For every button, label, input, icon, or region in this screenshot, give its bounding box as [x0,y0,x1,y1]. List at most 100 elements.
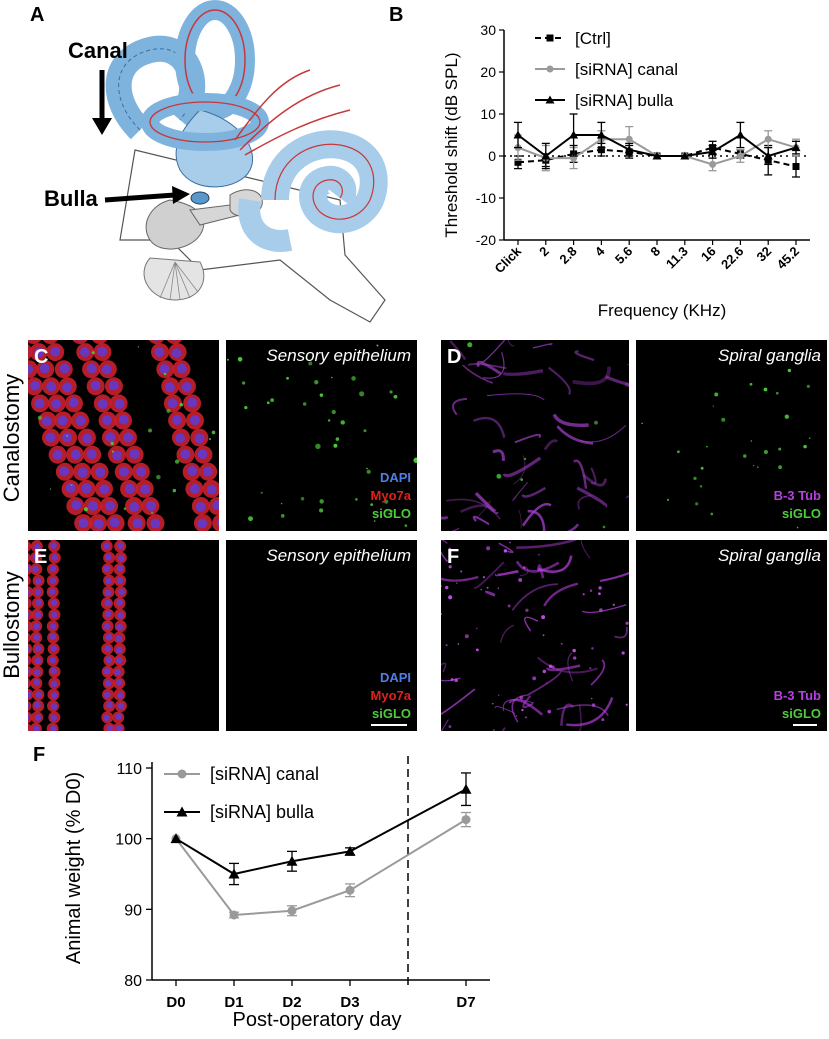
nerve-fiber [452,397,468,416]
cell-nucleus [33,678,41,686]
fluorescent-puncta [486,546,491,551]
nerve-fiber [576,486,608,508]
cell-nucleus [181,382,192,392]
chart-b-point [792,163,800,170]
cell-nucleus [71,500,82,510]
cell-nucleus [104,589,112,597]
cell-nucleus [49,565,57,573]
nerve-fiber [527,509,546,531]
fluorescent-puncta [280,502,283,505]
panel-a-label: A [30,4,45,26]
chart-f-xlabel: Post-operatory day [233,1009,402,1031]
cell-nucleus [95,467,106,478]
nerve-fiber [590,659,606,686]
cell-nucleus [50,714,57,722]
chart-b-ytick-label: 0 [488,148,496,164]
nerve-fiber [573,459,588,489]
fluorescent-puncta [778,465,783,470]
chart-f-legend-marker [177,769,187,779]
hair-cell [28,632,31,643]
fluorescent-puncta [532,676,537,681]
hair-cell [28,678,31,689]
fluorescent-puncta [340,420,345,425]
cell-nucleus [50,599,58,607]
fluorescent-puncta [602,525,606,529]
cell-nucleus [106,701,113,709]
cell-nucleus [140,484,151,495]
stain-b3tub: B-3 Tub [773,488,821,503]
chart-b-xtick-label: 22.6 [718,244,747,273]
fluorescent-puncta [763,449,768,455]
chart-f-xtick-label: D0 [166,994,185,1011]
cell-nucleus [28,682,29,687]
fluorescent-puncta [749,382,753,386]
chart-b-point [625,135,633,143]
chart-b-legend-label: [siRNA] canal [575,60,678,79]
cell-nucleus [35,599,43,606]
nerve-fiber [492,449,505,462]
chart-f-point [344,845,356,856]
nerve-fiber [578,705,582,731]
fluorescent-puncta [319,499,324,504]
cell-nucleus [105,553,112,561]
chart-b-xtick-label: 2 [536,244,552,260]
cell-nucleus [116,565,124,572]
cell-nucleus [35,577,42,585]
cell-nucleus [81,483,92,494]
chart-f-point [461,815,471,825]
fluorescent-puncta [601,718,605,722]
hair-cell [212,514,219,531]
chart-f-point [287,906,297,916]
fluorescent-puncta [560,642,563,645]
cell-nucleus [50,346,61,357]
fluorescent-puncta [315,443,321,450]
cell-nucleus [34,645,42,652]
nerve-fiber [475,500,491,520]
hair-cell [28,586,34,598]
chart-b-xtick-label: 2.8 [556,244,579,267]
fluorescent-puncta [589,667,592,670]
fluorescent-puncta [666,498,670,501]
chart-f-ytick-label: 90 [124,902,142,919]
fluorescent-puncta [806,384,810,388]
cell-nucleus [50,611,58,619]
cell-nucleus [28,588,31,596]
fluorescent-puncta [359,391,365,397]
cell-nucleus [28,600,29,605]
nerve-fiber [556,425,594,445]
nerve-fiber [507,340,515,347]
stain-b3tub-f: B-3 Tub [773,688,821,703]
chart-b-point [709,160,717,168]
nerve-fiber [556,704,609,717]
hair-cell [28,608,34,621]
cell-nucleus [105,633,113,641]
cell-nucleus [197,518,208,529]
nerve-fiber [560,703,575,726]
nerve-fiber [498,542,514,554]
fluorescent-puncta [454,678,459,683]
fluorescent-puncta [111,450,114,453]
fluorescent-puncta [370,503,374,506]
cell-nucleus [116,623,123,631]
chart-b-legend-marker [546,34,554,42]
cell-nucleus [50,680,58,688]
panel-d-title: Spiral ganglia [717,346,821,365]
fluorescent-puncta [612,603,615,606]
nerve-fiber [532,343,553,349]
fluorescent-puncta [706,445,708,448]
cell-nucleus [28,623,29,628]
bulla-label: Bulla [44,186,98,211]
fluorescent-puncta [476,627,478,630]
cell-nucleus [49,725,57,731]
fluorescent-puncta [464,634,469,639]
cell-nucleus [59,466,70,477]
panel-e-title: Sensory epithelium [266,546,411,565]
panel-e-label: E [34,546,48,568]
fluorescent-puncta [757,466,759,468]
fluorescent-puncta [525,716,527,719]
fluorescent-puncta [448,595,453,600]
fluorescent-puncta [445,585,449,590]
cell-nucleus [189,483,200,494]
cell-nucleus [106,724,114,731]
fluorescent-puncta [226,358,229,361]
